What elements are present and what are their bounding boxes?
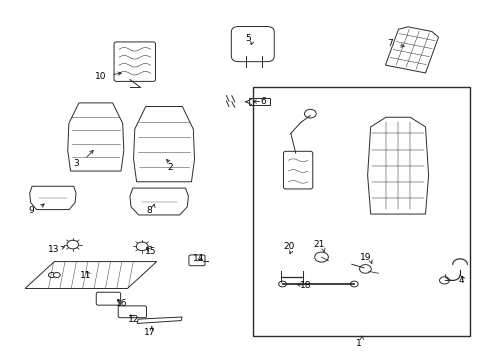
FancyBboxPatch shape [283,151,312,189]
Text: 13: 13 [47,246,59,255]
Text: 19: 19 [359,253,370,262]
Text: 16: 16 [116,299,127,308]
Circle shape [314,252,328,262]
Circle shape [67,240,79,249]
Circle shape [439,277,448,284]
Circle shape [304,109,316,118]
Text: 3: 3 [73,159,79,168]
Circle shape [53,273,60,278]
FancyBboxPatch shape [231,27,274,62]
Text: 12: 12 [127,315,139,324]
Polygon shape [25,262,157,288]
Circle shape [278,281,286,287]
Bar [253,87,469,336]
Polygon shape [385,27,438,73]
FancyBboxPatch shape [114,42,155,81]
Text: 5: 5 [245,34,251,43]
Text: 14: 14 [192,255,203,264]
Text: 18: 18 [299,281,310,290]
Text: 2: 2 [167,163,173,172]
FancyBboxPatch shape [249,98,269,105]
Text: 1: 1 [355,339,361,348]
Polygon shape [30,186,76,210]
Polygon shape [133,107,194,182]
FancyBboxPatch shape [96,292,121,305]
FancyBboxPatch shape [188,255,204,266]
Circle shape [359,265,370,273]
Text: 7: 7 [386,39,392,48]
Circle shape [349,281,357,287]
Text: 15: 15 [145,247,156,256]
FancyBboxPatch shape [118,306,146,318]
Text: 8: 8 [146,206,152,215]
Polygon shape [68,103,123,171]
Text: 11: 11 [80,270,92,279]
Text: 6: 6 [260,96,265,105]
Text: 9: 9 [28,206,34,215]
Circle shape [48,273,55,278]
Polygon shape [130,188,188,215]
Polygon shape [367,117,427,214]
Text: 20: 20 [283,242,294,251]
Text: 10: 10 [95,72,106,81]
Text: 4: 4 [458,276,463,285]
Polygon shape [137,317,182,323]
Text: 21: 21 [312,240,324,249]
Text: 17: 17 [143,328,155,337]
Circle shape [136,242,148,251]
